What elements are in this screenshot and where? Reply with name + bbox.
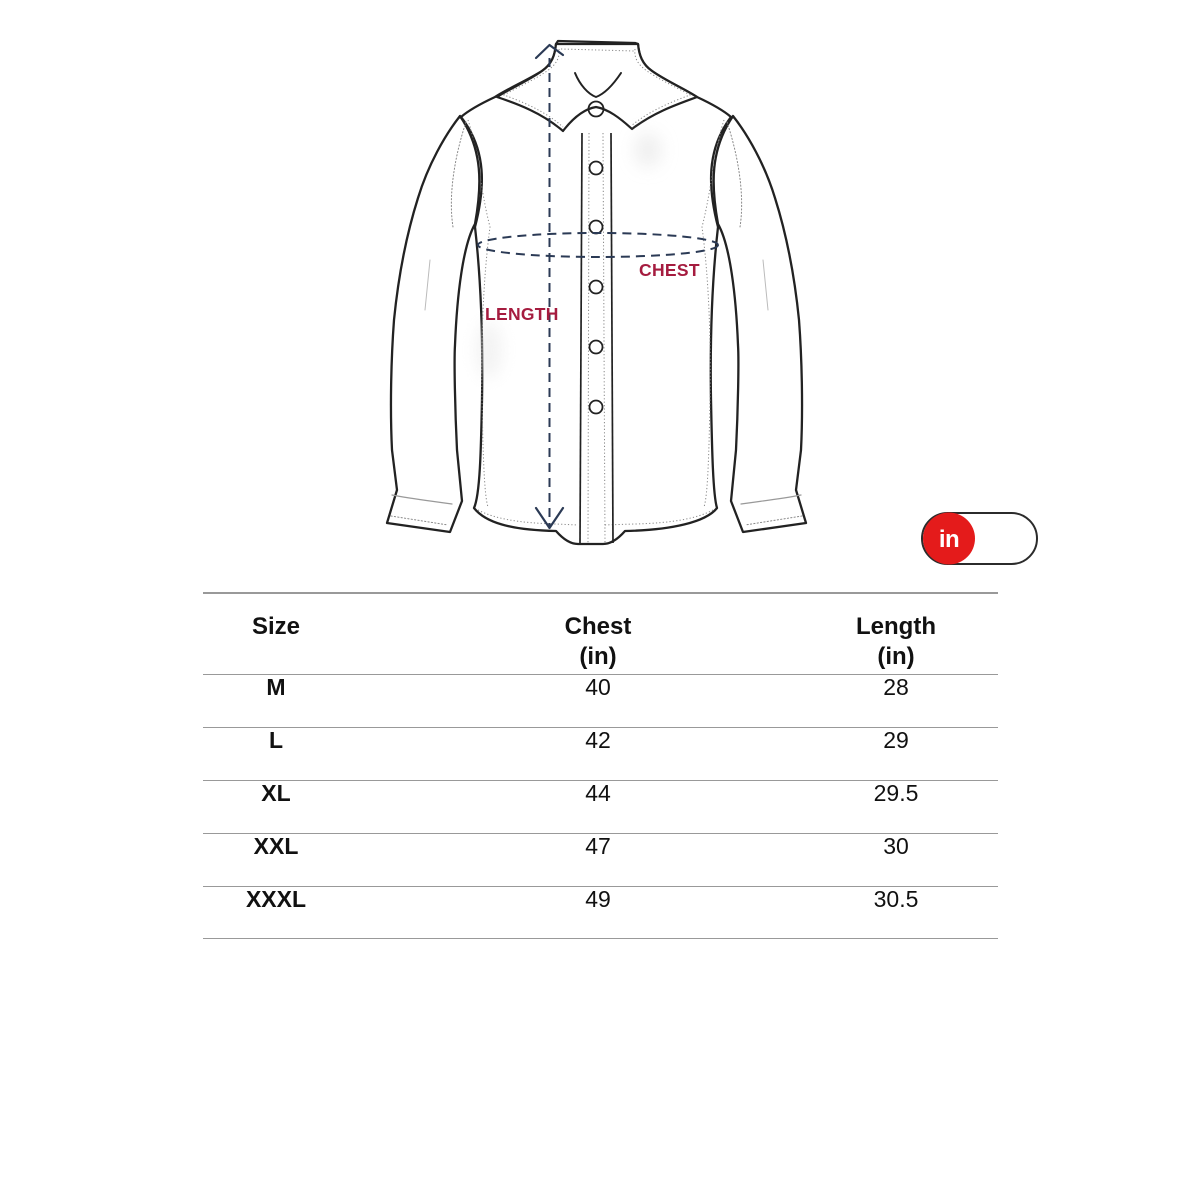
svg-text:LENGTH: LENGTH (485, 304, 559, 324)
svg-text:in: in (939, 526, 959, 553)
svg-text:CHEST: CHEST (639, 260, 700, 280)
